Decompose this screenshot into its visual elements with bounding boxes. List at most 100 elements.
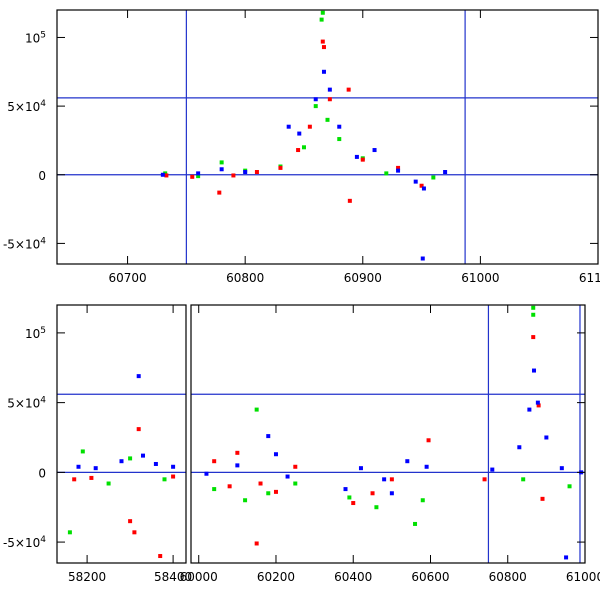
data-point	[346, 87, 351, 92]
data-point	[204, 471, 209, 476]
y-tick-label: 105	[25, 326, 46, 341]
y-tick-label: 0	[38, 169, 46, 183]
data-point	[285, 474, 290, 479]
data-point	[313, 104, 318, 109]
plot-frame	[56, 304, 187, 564]
x-tick-label: 60600	[411, 570, 449, 584]
data-point	[296, 148, 301, 153]
data-point	[426, 438, 431, 443]
y-tick-label: 5×104	[7, 396, 46, 411]
x-tick-label: 61100	[579, 271, 600, 285]
x-tick-label: 60900	[344, 271, 382, 285]
data-point	[374, 505, 379, 510]
data-point	[313, 97, 318, 102]
data-point	[405, 459, 410, 464]
data-point	[301, 145, 306, 150]
data-point	[273, 489, 278, 494]
x-tick-label: 60400	[334, 570, 372, 584]
data-point	[532, 368, 537, 373]
plot-area	[57, 10, 598, 264]
data-point	[413, 521, 418, 526]
data-point	[254, 407, 259, 412]
data-point	[76, 464, 81, 469]
data-point	[382, 477, 387, 482]
data-point	[540, 496, 545, 501]
data-point	[89, 475, 94, 480]
data-point	[254, 170, 259, 175]
data-point	[171, 464, 176, 469]
data-point	[337, 124, 342, 129]
y-tick-label: 105	[25, 30, 46, 45]
data-point	[319, 17, 324, 22]
data-point	[531, 335, 536, 340]
x-tick-label: 58400	[154, 570, 192, 584]
data-point	[419, 183, 424, 188]
data-point	[421, 186, 426, 191]
data-point	[235, 463, 240, 468]
data-point	[243, 170, 248, 175]
data-point	[254, 541, 259, 546]
plot-area	[191, 305, 585, 563]
data-point	[567, 484, 572, 489]
data-point	[320, 39, 325, 44]
data-point	[531, 312, 536, 317]
data-point	[389, 477, 394, 482]
data-point	[297, 131, 302, 136]
data-point	[527, 407, 532, 412]
data-point	[196, 174, 201, 179]
data-point	[521, 477, 526, 482]
data-point	[384, 171, 389, 176]
data-point	[370, 491, 375, 496]
data-point	[347, 198, 352, 203]
data-point	[420, 256, 425, 261]
data-point	[327, 97, 332, 102]
data-point	[266, 491, 271, 496]
data-point	[243, 498, 248, 503]
data-point	[153, 461, 158, 466]
data-point	[307, 124, 312, 129]
data-point	[190, 174, 195, 179]
data-point	[482, 477, 487, 482]
y-tick-label: -5×104	[3, 236, 46, 251]
data-point	[160, 172, 165, 177]
data-point	[106, 481, 111, 486]
data-point	[163, 171, 168, 176]
x-tick-label: 58200	[68, 570, 106, 584]
data-point	[258, 481, 263, 486]
plot-area	[57, 374, 186, 559]
data-point	[536, 403, 541, 408]
data-point	[564, 555, 569, 560]
data-point	[231, 173, 236, 178]
data-point	[321, 45, 326, 50]
data-point	[320, 10, 325, 15]
data-point	[141, 453, 145, 458]
data-point	[424, 464, 429, 469]
data-point	[396, 165, 401, 170]
data-point	[171, 474, 176, 479]
data-point	[67, 530, 72, 535]
data-point	[360, 157, 365, 162]
data-point	[132, 530, 137, 535]
data-point	[266, 434, 271, 439]
x-tick-label: 61000	[461, 271, 499, 285]
y-tick-label: -5×104	[3, 535, 46, 550]
data-point	[354, 154, 359, 159]
data-point	[327, 87, 332, 92]
data-point	[531, 305, 536, 310]
data-point	[372, 148, 377, 153]
data-point	[128, 456, 133, 461]
data-point	[517, 445, 522, 450]
x-tick-label: 61000	[566, 570, 600, 584]
y-tick-label: 0	[38, 466, 46, 480]
top-light-curve-plot: -5×104 0 5×104 105 60700 60800 60900 61000 61100	[3, 9, 600, 285]
data-point	[535, 400, 540, 405]
data-point	[219, 160, 224, 165]
data-point	[559, 466, 564, 471]
data-point	[544, 435, 549, 440]
data-point	[347, 495, 352, 500]
data-point	[119, 459, 124, 464]
data-point	[196, 171, 201, 176]
x-tick-label: 60000	[180, 570, 218, 584]
data-point	[72, 477, 77, 482]
